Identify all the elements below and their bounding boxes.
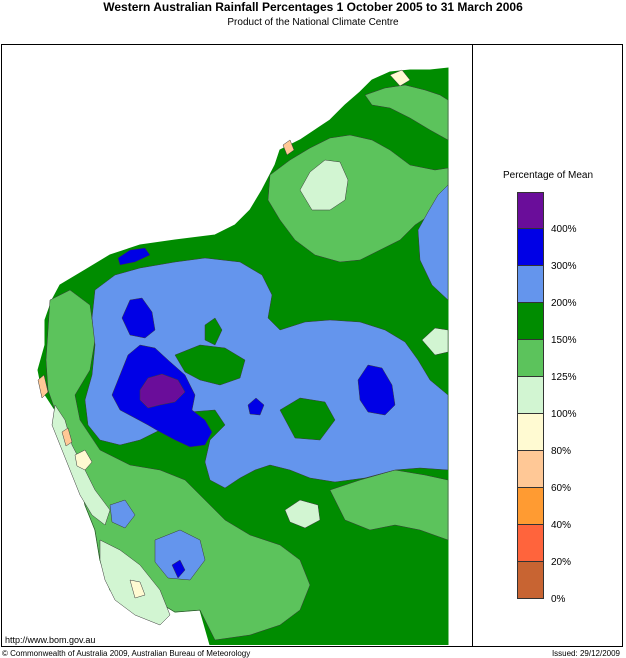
legend-label-60: 60% [551,483,572,494]
east-light-blue [417,184,449,301]
east-pale-green [421,327,449,356]
green-island-1 [174,344,246,386]
legend-label-0: 0% [551,594,566,605]
map-subtitle: Product of the National Climate Centre [227,17,399,28]
purple-core [139,373,186,409]
legend-label-200: 200% [551,298,577,309]
copyright-text: © Commonwealth of Australia 2009, Austra… [2,649,251,658]
legend-swatch-80 [517,414,544,451]
legend-label-150: 150% [551,335,577,346]
south-light-blue-1 [109,499,136,529]
north-pale-green [299,159,349,211]
coastal-orange-1 [61,427,73,447]
legend-divider [472,44,473,647]
legend-swatch-0 [517,562,544,599]
green-island-3 [279,397,336,441]
legend-title: Percentage of Mean [502,170,594,181]
north-dark-blue [117,247,151,266]
legend-swatch-20 [517,525,544,562]
legend-swatch-100 [517,377,544,414]
legend-swatch-400 [517,192,544,229]
legend-swatch-125 [517,340,544,377]
legend-label-80: 80% [551,446,572,457]
rainfall-map [37,67,449,645]
central-light-blue [84,257,449,489]
legend-swatch-300 [517,229,544,266]
green-island-2 [204,317,223,346]
legend-label-100: 100% [551,409,577,420]
northwest-dark-blue [121,297,156,339]
coastal-orange-3 [37,374,49,399]
legend-label-125: 125% [551,372,577,383]
coastal-cream-1 [74,449,93,471]
bom-url-link[interactable]: http://www.bom.gov.au [5,635,96,645]
coastal-orange-2 [282,139,295,156]
legend-label-20: 20% [551,557,572,568]
issued-date: Issued: 29/12/2009 [551,649,620,658]
legend-swatch-150 [517,303,544,340]
legend-swatch-40 [517,488,544,525]
south-light-blue-2 [154,529,206,581]
south-dark-blue [171,559,186,579]
legend-label-400: 400% [551,224,577,235]
small-dark-blue [247,397,265,416]
legend-swatch-200 [517,266,544,303]
map-title: Western Australian Rainfall Percentages … [103,0,523,14]
legend-swatch-60 [517,451,544,488]
legend-swatches [517,192,544,599]
east-dark-blue [357,364,396,416]
legend-label-300: 300% [551,261,577,272]
northeast-band-125 [364,84,449,141]
legend-label-40: 40% [551,520,572,531]
coastal-cream-2 [389,69,411,87]
map-frame [1,44,623,647]
coastal-cream-3 [129,579,146,599]
south-pale-green [284,499,321,529]
